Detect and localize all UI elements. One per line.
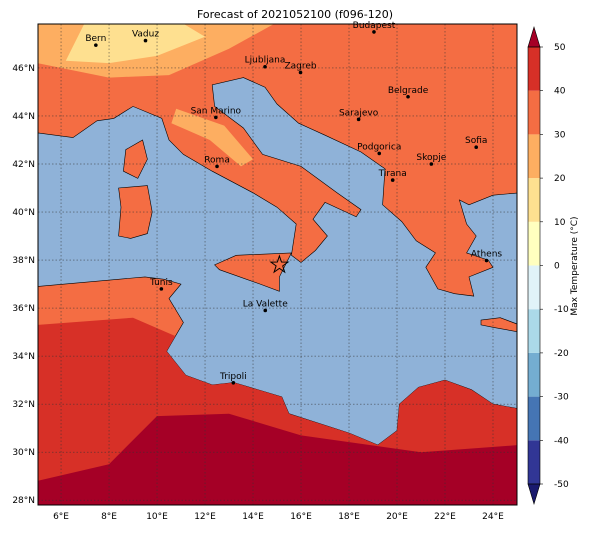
colorbar-tick-label: 0 — [554, 262, 560, 272]
colorbar-segment — [528, 265, 540, 310]
lon-tick-label: 6°E — [53, 512, 69, 522]
city-label: Budapest — [353, 21, 396, 31]
lon-tick-label: 10°E — [146, 512, 168, 522]
colorbar-under — [527, 483, 541, 506]
lat-tick-label: 44°N — [12, 112, 35, 122]
colorbar-segment — [528, 47, 540, 91]
city-dot — [372, 30, 376, 34]
city-dot — [429, 162, 434, 166]
colorbar-segment — [528, 178, 540, 222]
city-label: Ljubljana — [245, 56, 286, 66]
colorbar-segment — [528, 309, 540, 353]
city-dot — [263, 64, 267, 69]
lat-tick-label: 34°N — [12, 352, 35, 362]
colorbar-segment — [528, 352, 540, 397]
city-label: La Valette — [243, 299, 288, 309]
city-dot — [474, 145, 479, 149]
city-label: Tripoli — [219, 372, 247, 382]
lat-tick-label: 36°N — [12, 304, 35, 314]
cool-zone — [65, 24, 205, 64]
colorbar-tick-label: -50 — [554, 480, 569, 490]
title: Forecast of 2021052100 (f096-120) — [197, 8, 393, 21]
city-label: Tirana — [378, 169, 407, 179]
city-dot — [215, 164, 219, 169]
lat-tick-label: 30°N — [12, 448, 35, 458]
city-dot — [298, 70, 303, 75]
city-dot — [143, 38, 148, 43]
colorbar-tick-label: 20 — [554, 174, 566, 184]
land-island — [118, 185, 153, 239]
colorbar-over — [527, 25, 541, 48]
lat-tick-label: 32°N — [12, 400, 35, 410]
colorbar-tick-label: 50 — [554, 43, 566, 53]
colorbar-tick-label: -30 — [554, 393, 569, 403]
city-dot — [484, 258, 489, 263]
city-label: Athens — [471, 250, 502, 260]
lon-tick-label: 24°E — [482, 512, 504, 522]
city-label: Zagreb — [284, 62, 316, 72]
lon-tick-label: 14°E — [242, 512, 264, 522]
city-dot — [159, 287, 164, 291]
city-dot — [390, 178, 395, 182]
city-dot — [377, 151, 382, 156]
map-frame — [37, 23, 518, 506]
colorbar-tick-label: -20 — [554, 349, 569, 359]
lon-tick-label: 22°E — [434, 512, 456, 522]
city-label: Roma — [204, 155, 230, 165]
colorbar-tick-label: 10 — [554, 218, 566, 228]
city-dot — [94, 43, 98, 47]
lon-tick-label: 18°E — [338, 512, 360, 522]
city-label: Belgrade — [388, 86, 429, 96]
colorbar-segment — [528, 90, 540, 135]
city-label: Bern — [85, 34, 106, 44]
lon-tick-label: 20°E — [386, 512, 408, 522]
colorbar-segment — [528, 440, 540, 484]
lat-tick-label: 28°N — [12, 496, 35, 506]
city-label: Sofia — [465, 136, 487, 146]
city-dot — [406, 94, 410, 99]
land-island — [480, 317, 517, 332]
hottest-zone — [38, 413, 517, 505]
africa-shading — [38, 317, 517, 505]
city-label: Sarajevo — [339, 108, 379, 118]
city-label: Vaduz — [132, 30, 159, 40]
colorbar-segment — [528, 134, 540, 179]
city-dot — [356, 117, 361, 122]
colorbar: -50 -40 -30 -20 -10 0 10 20 30 40 50 — [527, 25, 569, 506]
colorbar-tick-label: -10 — [554, 305, 569, 315]
colorbar-tick-label: -40 — [554, 436, 569, 446]
lon-tick-label: 8°E — [101, 512, 117, 522]
city-label: Skopje — [416, 153, 446, 163]
colorbar-tick-label: 40 — [554, 87, 566, 97]
land-island — [123, 139, 148, 179]
location-star — [269, 254, 290, 274]
mild-zone — [171, 108, 253, 167]
colorbar-label: Max Temperature (°C) — [570, 216, 580, 315]
colorbar-segment — [528, 396, 540, 441]
land-europe — [38, 24, 517, 297]
city-label: San Marino — [191, 106, 242, 116]
city-label: Podgorica — [357, 142, 401, 152]
lon-tick-label: 16°E — [290, 512, 312, 522]
lat-tick-label: 40°N — [12, 208, 35, 218]
city-label: Tunis — [149, 278, 173, 288]
colorbar-tick-label: 30 — [554, 130, 566, 140]
lat-tick-label: 42°N — [12, 160, 35, 170]
lat-tick-label: 38°N — [12, 256, 35, 266]
city-dot — [263, 308, 268, 313]
city-dot — [231, 380, 236, 385]
map-area — [38, 24, 517, 505]
city-dot — [214, 115, 218, 120]
lon-tick-label: 12°E — [194, 512, 216, 522]
lat-tick-label: 46°N — [12, 64, 35, 74]
colorbar-segment — [528, 221, 540, 266]
